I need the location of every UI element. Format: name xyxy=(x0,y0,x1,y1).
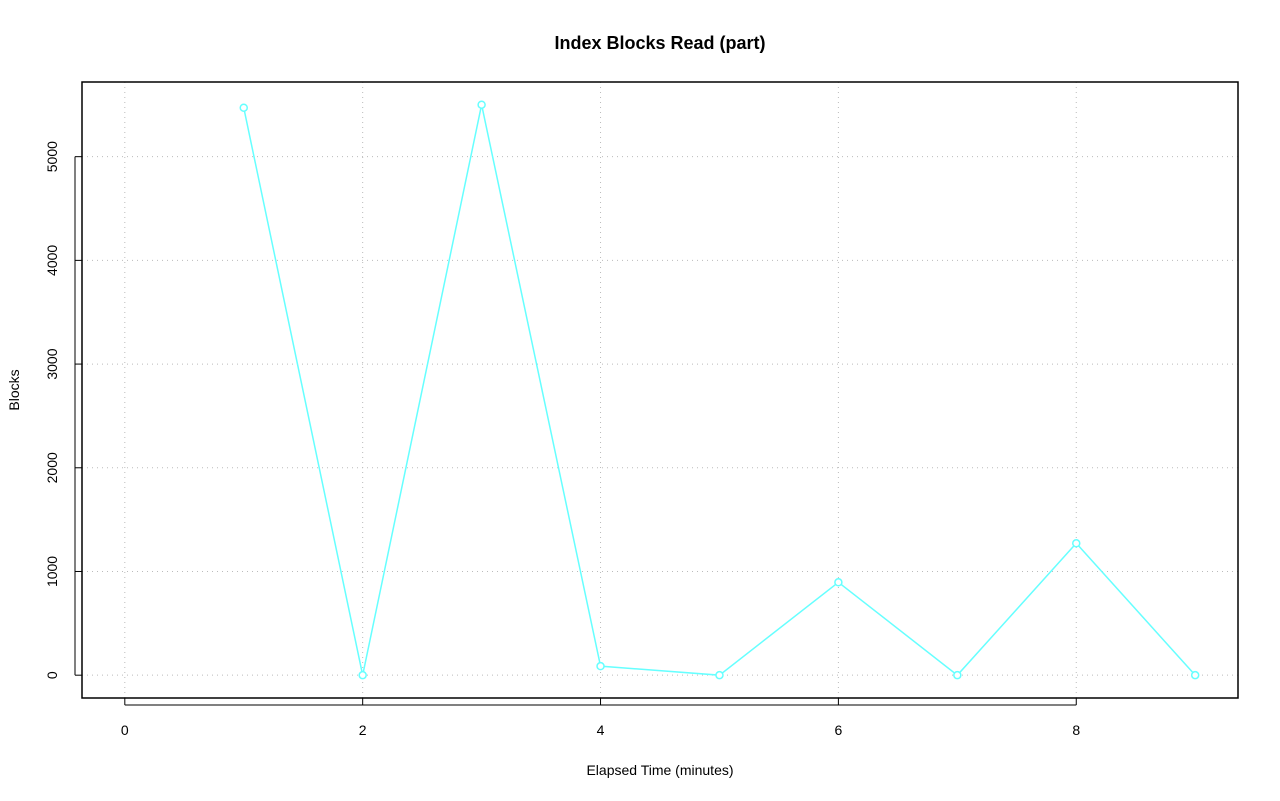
data-point xyxy=(596,661,605,671)
data-point xyxy=(239,103,248,112)
y-tick-label: 3000 xyxy=(44,348,60,379)
y-tick-label: 2000 xyxy=(44,452,60,483)
y-tick-label: 1000 xyxy=(44,556,60,587)
y-axis-label: Blocks xyxy=(6,369,22,410)
data-point xyxy=(953,670,962,680)
chart-title: Index Blocks Read (part) xyxy=(554,33,765,53)
data-line xyxy=(243,104,1196,677)
x-axis-label: Elapsed Time (minutes) xyxy=(586,762,733,778)
data-point xyxy=(477,100,486,109)
x-tick-label: 6 xyxy=(834,722,842,738)
data-point xyxy=(358,670,367,680)
plot-frame xyxy=(81,81,1239,699)
data-point xyxy=(715,670,724,680)
x-tick-label: 2 xyxy=(359,722,367,738)
y-tick-label: 4000 xyxy=(44,245,60,276)
data-point xyxy=(1190,670,1200,680)
y-tick-label: 0 xyxy=(44,671,60,679)
x-tick-label: 0 xyxy=(121,722,129,738)
x-tick-label: 4 xyxy=(597,722,605,738)
x-tick-label: 8 xyxy=(1072,722,1080,738)
data-point xyxy=(834,578,843,587)
data-point xyxy=(1072,539,1081,548)
y-tick-label: 5000 xyxy=(44,141,60,172)
